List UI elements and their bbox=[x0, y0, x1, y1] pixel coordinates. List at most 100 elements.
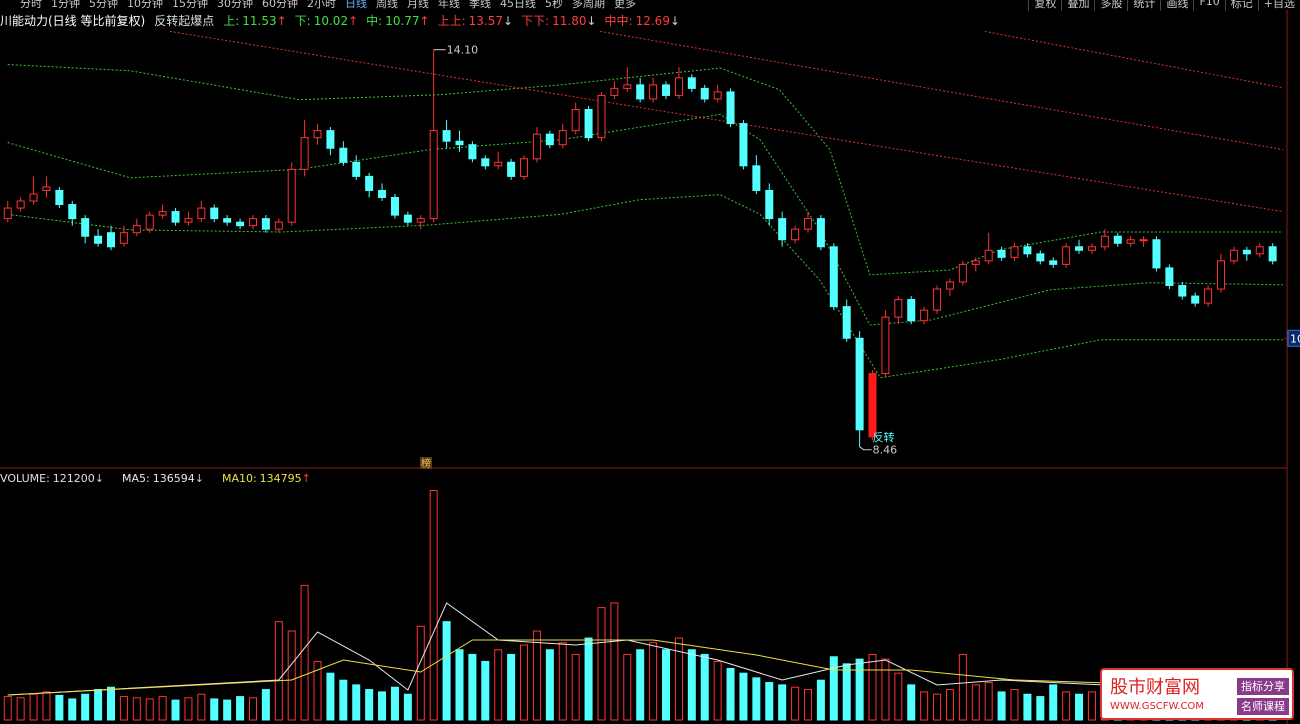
badge: 榜 bbox=[421, 457, 431, 470]
period-tab[interactable]: 10分钟 bbox=[127, 0, 163, 10]
volume-bar bbox=[468, 653, 477, 721]
volume-bar bbox=[558, 642, 567, 721]
volume-bar bbox=[997, 691, 1006, 721]
ma-arrow: ↑ bbox=[301, 472, 311, 485]
volume-bar bbox=[816, 679, 825, 721]
volume-bar bbox=[984, 682, 993, 721]
candle-body bbox=[662, 84, 671, 96]
tool-button[interactable]: +自选 bbox=[1257, 0, 1300, 11]
watermark-tag[interactable]: 名师课程 bbox=[1237, 698, 1289, 715]
tool-button[interactable]: 多股 bbox=[1094, 0, 1127, 11]
volume-bar bbox=[545, 649, 554, 721]
candle-body bbox=[713, 91, 722, 100]
indicator-label: 上: bbox=[223, 14, 240, 28]
candle-body bbox=[339, 147, 348, 163]
candle-body bbox=[997, 249, 1006, 258]
period-tab[interactable]: 60分钟 bbox=[262, 0, 298, 10]
volume-bar bbox=[623, 653, 632, 721]
candle-body bbox=[16, 200, 25, 209]
candle-body bbox=[842, 306, 851, 339]
tool-button[interactable]: 画线 bbox=[1160, 0, 1193, 11]
candle-body bbox=[287, 168, 296, 223]
period-tab[interactable]: 多周期 bbox=[572, 0, 605, 10]
volume-bar bbox=[687, 649, 696, 721]
period-tab[interactable]: 5分钟 bbox=[89, 0, 118, 10]
ma-legend: MA5: 136594↓ bbox=[122, 472, 213, 485]
candle-body bbox=[468, 144, 477, 160]
volume-bar bbox=[778, 684, 787, 721]
period-tab[interactable]: 5秒 bbox=[545, 0, 563, 10]
period-tab[interactable]: 年线 bbox=[438, 0, 460, 10]
candle-body bbox=[197, 207, 206, 220]
volume-bar bbox=[971, 684, 980, 721]
volume-bar bbox=[739, 672, 748, 721]
tool-button[interactable]: 统计 bbox=[1127, 0, 1160, 11]
candle-body bbox=[1165, 267, 1174, 286]
period-tab[interactable]: 季线 bbox=[469, 0, 491, 10]
volume-bar bbox=[390, 686, 399, 721]
candle-body bbox=[1049, 260, 1058, 265]
period-tab[interactable]: 15分钟 bbox=[172, 0, 208, 10]
watermark-tag[interactable]: 指标分享 bbox=[1237, 678, 1289, 695]
tool-button[interactable]: 复权 bbox=[1028, 0, 1061, 11]
candle-body bbox=[597, 94, 606, 139]
candle-body bbox=[829, 246, 838, 308]
volume-bar bbox=[571, 653, 580, 721]
signal-label: 反转 bbox=[873, 430, 895, 444]
candle-body bbox=[920, 309, 929, 322]
period-tab[interactable]: 日线 bbox=[345, 0, 367, 10]
tool-button[interactable]: F10 bbox=[1193, 0, 1224, 11]
period-tab[interactable]: 45日线 bbox=[500, 0, 536, 10]
candle-body bbox=[945, 281, 954, 290]
candle-body bbox=[416, 218, 425, 223]
volume-bar bbox=[752, 677, 761, 721]
volume-bar bbox=[132, 697, 141, 721]
candle-body bbox=[390, 197, 399, 216]
volume-bar bbox=[313, 660, 322, 721]
candle-body bbox=[984, 249, 993, 262]
volume-bar bbox=[29, 693, 38, 721]
period-tab[interactable]: 2小时 bbox=[307, 0, 336, 10]
volume-bar bbox=[1049, 684, 1058, 721]
candle-body bbox=[42, 186, 51, 191]
volume-bar bbox=[274, 621, 283, 721]
ma-legend: MA10: 134795↑ bbox=[222, 472, 320, 485]
candle-body bbox=[1036, 253, 1045, 262]
volume-bar bbox=[94, 689, 103, 721]
volume-bar bbox=[236, 696, 245, 721]
ma-label: MA5: bbox=[122, 472, 150, 485]
period-tab[interactable]: 分时 bbox=[20, 0, 42, 10]
candle-body bbox=[1087, 246, 1096, 251]
candle-body bbox=[584, 109, 593, 139]
period-tab[interactable]: 更多 bbox=[614, 0, 636, 10]
volume-bar bbox=[481, 660, 490, 721]
indicator-name[interactable]: 反转起爆点 bbox=[154, 14, 215, 28]
candle-body bbox=[1023, 246, 1032, 255]
candle-body bbox=[171, 211, 180, 223]
volume-bar bbox=[455, 649, 464, 721]
ma-arrow: ↓ bbox=[194, 472, 204, 485]
candle-body bbox=[507, 161, 516, 177]
volume-bar bbox=[532, 630, 541, 721]
indicator-number: 13.57 bbox=[468, 14, 504, 28]
volume-bar bbox=[1062, 691, 1071, 721]
period-tab[interactable]: 30分钟 bbox=[217, 0, 253, 10]
volume-bar bbox=[868, 653, 877, 721]
indicator-number: 11.80 bbox=[552, 14, 587, 28]
watermark-url: WWW.GSCFW.COM bbox=[1110, 701, 1204, 712]
indicator-value: 下: 10.02↑ bbox=[295, 12, 358, 29]
period-tab[interactable]: 周线 bbox=[376, 0, 398, 10]
volume-bar bbox=[894, 672, 903, 721]
period-tab[interactable]: 月线 bbox=[407, 0, 429, 10]
candle-body bbox=[403, 214, 412, 223]
tool-button[interactable]: 标记 bbox=[1224, 0, 1258, 11]
tool-button[interactable]: 叠加 bbox=[1061, 0, 1094, 11]
indicator-arrow: ↓ bbox=[669, 14, 681, 28]
volume-bar bbox=[662, 649, 671, 721]
period-tab[interactable]: 1分钟 bbox=[51, 0, 80, 10]
volume-bar bbox=[326, 672, 335, 721]
annotation-pointer bbox=[859, 446, 872, 451]
volume-bar bbox=[145, 698, 154, 721]
volume-bar bbox=[339, 679, 348, 721]
